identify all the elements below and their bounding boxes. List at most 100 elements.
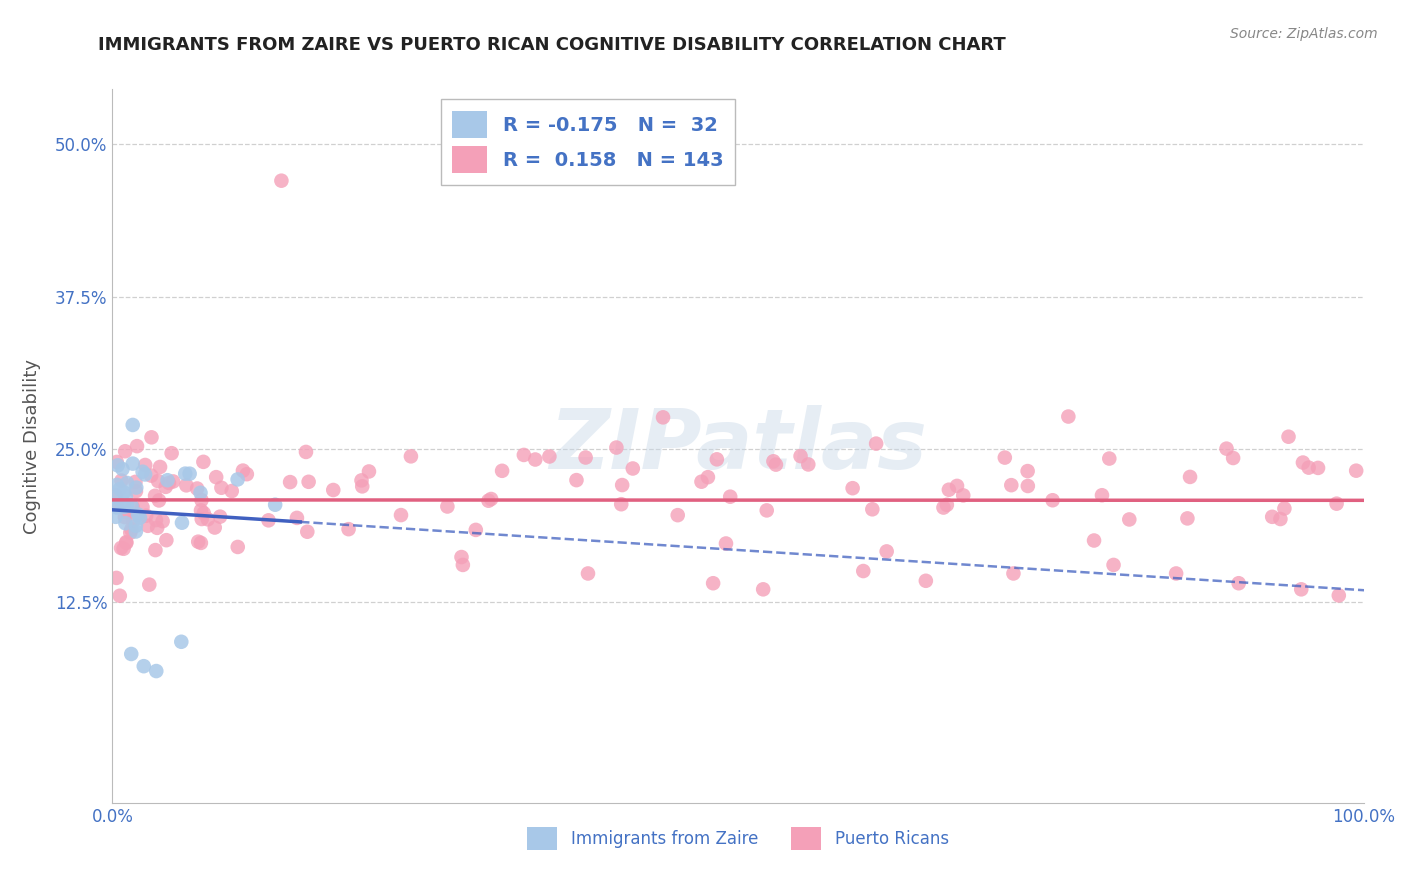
Point [104, 509, 127, 524]
Point [935, 498, 957, 512]
Point [1215, 442, 1237, 456]
Point [121, 417, 143, 432]
Point [105, 500, 128, 515]
Point [1091, 488, 1114, 502]
Point [1227, 576, 1250, 591]
Point [204, 520, 226, 534]
Point [115, 505, 138, 519]
Point [135, 508, 157, 523]
Point [114, 516, 136, 531]
Point [1292, 456, 1315, 470]
Point [134, 458, 156, 472]
Point [114, 489, 136, 503]
Point [145, 513, 167, 527]
Point [1118, 512, 1140, 526]
Point [112, 500, 135, 514]
Point [174, 467, 197, 481]
Point [162, 475, 184, 489]
Point [718, 490, 741, 504]
Point [125, 484, 148, 499]
Point [112, 541, 135, 556]
Point [149, 460, 172, 475]
Point [479, 491, 502, 506]
Point [209, 509, 232, 524]
Point [1261, 509, 1284, 524]
Point [264, 498, 287, 512]
Point [121, 457, 143, 471]
Point [298, 475, 321, 489]
Point [155, 533, 177, 548]
Point [524, 452, 547, 467]
Point [690, 475, 713, 489]
Point [190, 493, 212, 508]
Point [111, 462, 134, 476]
Point [1002, 566, 1025, 581]
Point [450, 549, 472, 564]
Point [1291, 582, 1313, 597]
Point [104, 488, 127, 502]
Point [464, 523, 486, 537]
Point [108, 589, 131, 603]
Point [652, 410, 675, 425]
Point [226, 472, 249, 486]
Point [121, 499, 143, 513]
Point [876, 544, 898, 558]
Point [146, 474, 169, 488]
Point [141, 468, 163, 483]
Point [1178, 470, 1201, 484]
Point [702, 576, 724, 591]
Point [115, 498, 138, 512]
Point [134, 467, 156, 482]
Point [285, 511, 308, 525]
Point [714, 536, 737, 550]
Text: Source: ZipAtlas.com: Source: ZipAtlas.com [1230, 27, 1378, 41]
Point [115, 536, 138, 550]
Point [112, 485, 135, 500]
Point [105, 499, 128, 513]
Point [789, 449, 811, 463]
Point [209, 481, 232, 495]
Point [143, 489, 166, 503]
Point [146, 521, 169, 535]
Point [1000, 478, 1022, 492]
Point [125, 518, 148, 533]
Point [179, 467, 201, 481]
Point [114, 510, 136, 524]
Point [915, 574, 938, 588]
Point [1177, 511, 1199, 525]
Point [797, 458, 820, 472]
Point [115, 535, 138, 549]
Point [538, 450, 561, 464]
Point [115, 475, 138, 490]
Point [278, 475, 301, 489]
Point [124, 475, 146, 489]
Point [193, 506, 215, 520]
Y-axis label: Cognitive Disability: Cognitive Disability [22, 359, 41, 533]
Point [170, 634, 193, 648]
Point [865, 436, 887, 450]
Point [131, 465, 153, 479]
Point [477, 493, 499, 508]
Point [120, 525, 142, 540]
Point [576, 566, 599, 581]
Point [257, 513, 280, 527]
Point [1017, 479, 1039, 493]
Point [337, 522, 360, 536]
Point [1327, 589, 1350, 603]
Point [270, 174, 292, 188]
Point [932, 500, 955, 515]
Point [1306, 461, 1329, 475]
Point [131, 500, 153, 514]
Point [765, 458, 787, 472]
Point [170, 516, 193, 530]
Point [120, 523, 142, 537]
Point [1222, 450, 1244, 465]
Point [125, 524, 148, 539]
Point [236, 467, 259, 482]
Point [205, 470, 228, 484]
Point [696, 470, 718, 484]
Point [197, 512, 219, 526]
Point [152, 514, 174, 528]
Point [860, 502, 883, 516]
Point [138, 577, 160, 591]
